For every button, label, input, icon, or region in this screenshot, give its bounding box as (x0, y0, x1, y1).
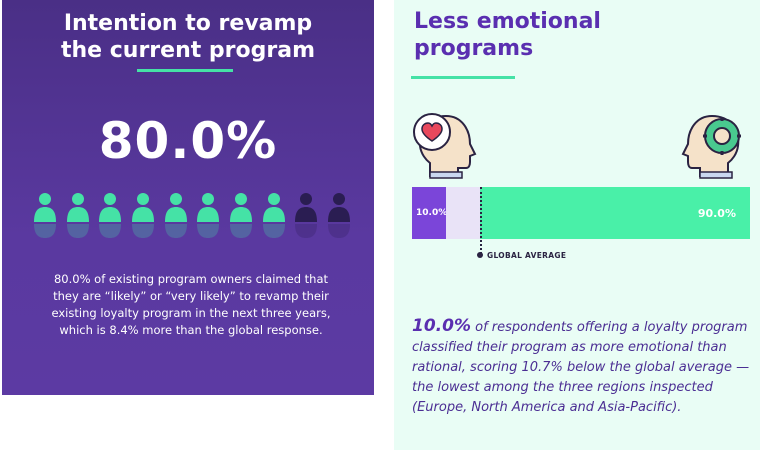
emotional-segment: 10.0% (412, 187, 448, 239)
person-icon-filled (97, 192, 123, 248)
person-icon-filled (195, 192, 221, 248)
person-icon-empty (326, 192, 352, 248)
right-panel: Less emotional programs 10.0% (394, 0, 760, 450)
left-body-text: 80.0% of existing program owners claimed… (51, 272, 331, 337)
rational-label: 90.0% (697, 206, 736, 220)
right-title-line-2: programs (414, 36, 534, 61)
left-title-line-2: the current program (61, 38, 315, 63)
gear-head-icon (676, 110, 752, 184)
emotional-rational-bar: 10.0% 90.0% (412, 187, 750, 239)
person-icon-filled (65, 192, 91, 248)
left-panel: Intention to revamp the current program … (2, 0, 374, 395)
right-body-text: 10.0% of respondents offering a loyalty … (412, 316, 754, 418)
left-title: Intention to revamp the current program (2, 10, 374, 64)
person-icon-filled (228, 192, 254, 248)
global-average-label: GLOBAL AVERAGE (487, 251, 567, 260)
person-icon-filled (32, 192, 58, 248)
right-title-line-1: Less emotional (414, 9, 601, 34)
global-average-dot (477, 252, 483, 258)
big-percent: 80.0% (98, 112, 278, 170)
global-average-marker (480, 187, 482, 254)
person-icon-filled (130, 192, 156, 248)
rational-segment: 90.0% (479, 187, 750, 239)
emotional-label: 10.0% (416, 208, 448, 218)
person-icon-filled (261, 192, 287, 248)
person-icon-filled (163, 192, 189, 248)
heart-head-icon (410, 110, 486, 184)
right-body-highlight: 10.0% (412, 316, 471, 336)
right-body-rest: of respondents offering a loyalty progra… (412, 320, 750, 415)
person-icon-empty (293, 192, 319, 248)
left-title-underline (137, 69, 233, 72)
left-title-line-1: Intention to revamp (63, 11, 313, 36)
global-average-gap (445, 187, 480, 239)
right-title: Less emotional programs (414, 8, 744, 62)
people-row (32, 192, 352, 248)
right-title-underline (411, 76, 515, 79)
